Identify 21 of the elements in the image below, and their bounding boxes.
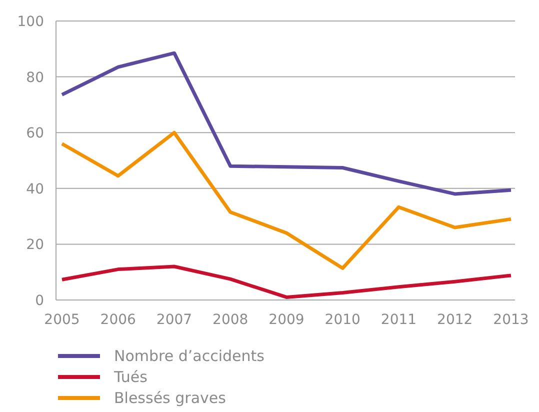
x-tick-label: 2010 — [324, 312, 360, 328]
y-tick-label: 40 — [26, 181, 44, 198]
x-tick-label: 2006 — [100, 312, 136, 328]
line-series — [60, 130, 513, 270]
x-tick-label: 2012 — [437, 312, 473, 328]
x-tick-label: 2005 — [44, 312, 80, 328]
x-tick-label: 2008 — [212, 312, 248, 328]
legend-label: Tués — [114, 368, 148, 386]
y-tick-label: 100 — [17, 14, 44, 30]
legend-label: Nombre d’accidents — [114, 346, 264, 364]
y-tick-label: 20 — [26, 237, 44, 254]
y-tick-label: 0 — [35, 292, 44, 309]
x-tick-label: 2013 — [493, 312, 529, 328]
y-tick-label: 80 — [26, 70, 44, 86]
line-series — [60, 264, 513, 299]
y-tick-label: 60 — [26, 126, 44, 142]
line-series — [60, 51, 513, 196]
x-tick-label: 2007 — [156, 312, 192, 328]
legend-label: Blessés graves — [114, 388, 226, 406]
x-tick-label: 2009 — [268, 312, 304, 328]
x-tick-label: 2011 — [380, 312, 417, 328]
